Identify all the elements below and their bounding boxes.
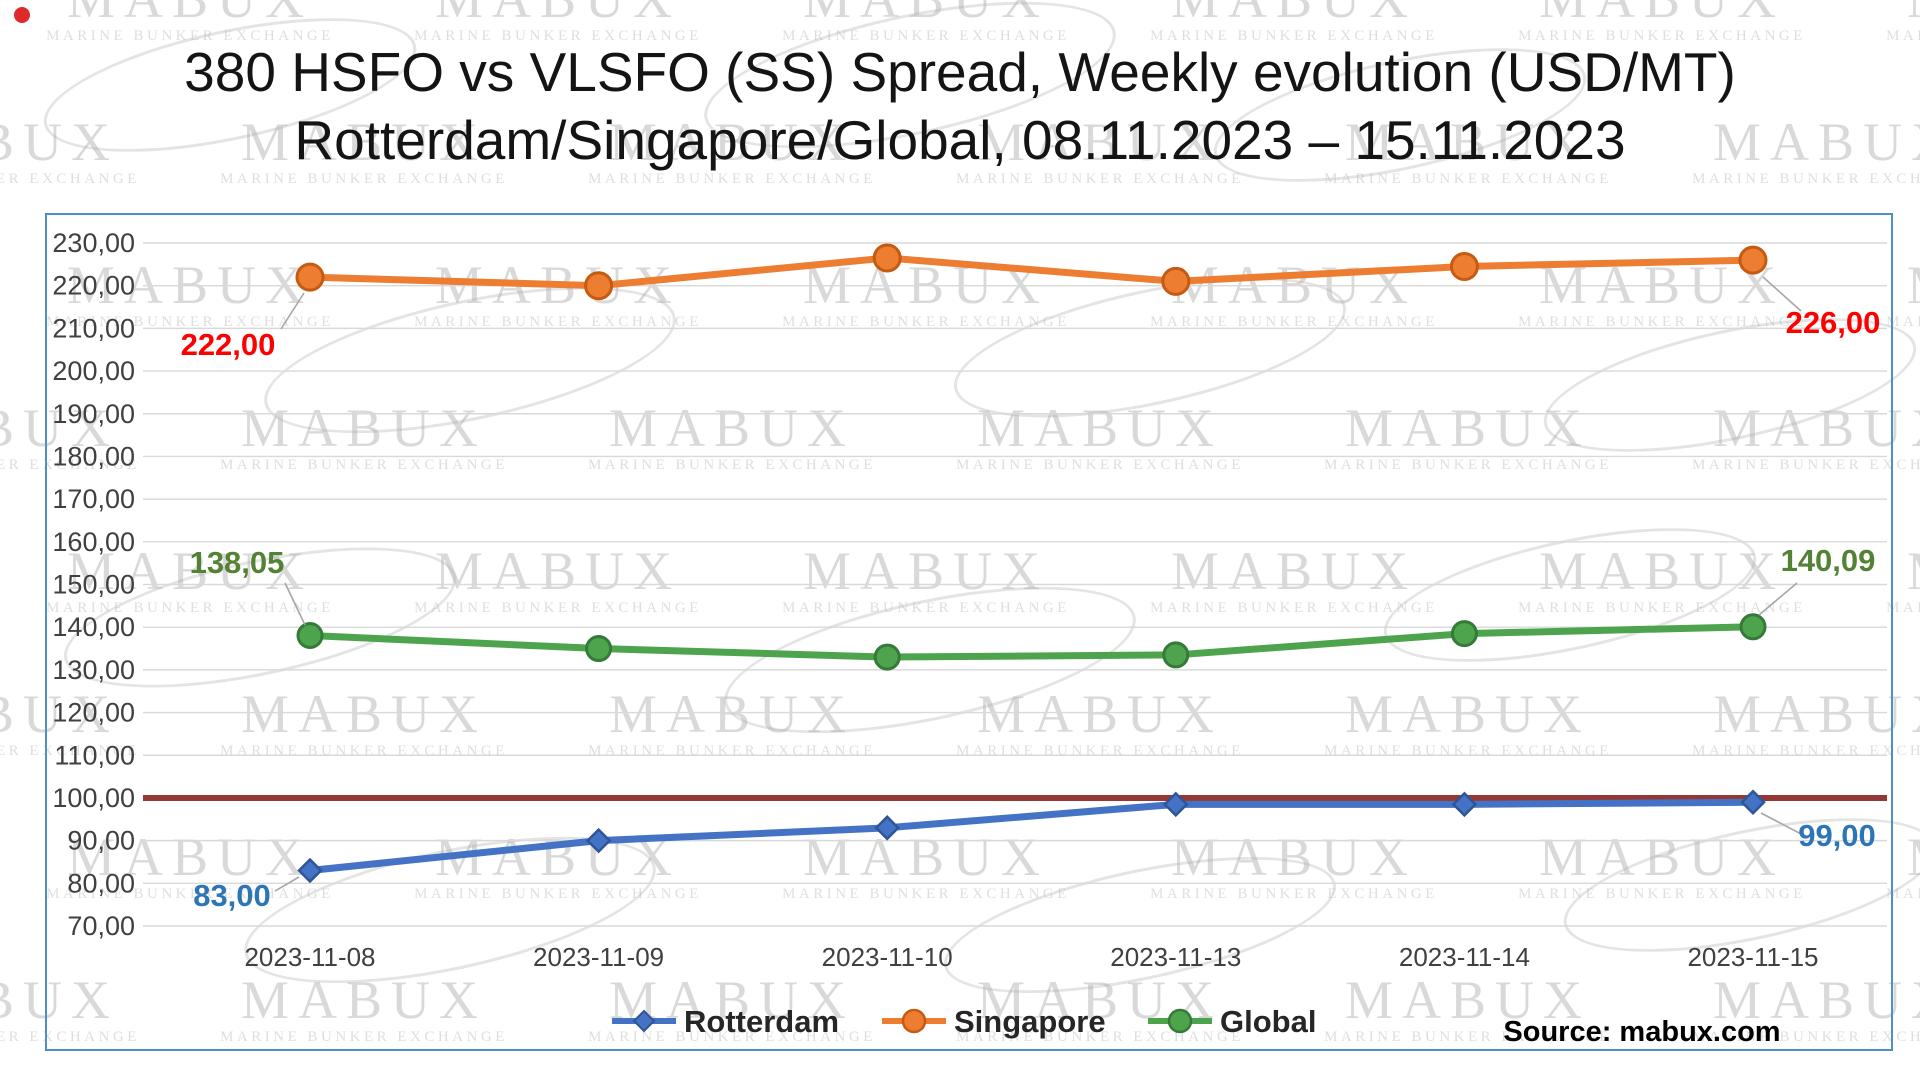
annotation-leader [1760,812,1804,836]
marker-singapore [1449,251,1479,281]
y-tick-label: 150,00 [52,570,135,600]
series-line-rotterdam [306,798,1757,875]
annotation-end-rotterdam: 99,00 [1798,818,1876,853]
y-tick-label: 130,00 [52,655,135,685]
source-text: Source: mabux.com [1503,1016,1781,1048]
y-tick-label: 170,00 [52,484,135,514]
y-tick-label: 70,00 [67,911,135,941]
watermark-brand: MABUX [0,258,2,312]
legend-label-global: Global [1220,1004,1316,1039]
y-tick-label: 140,00 [52,612,135,642]
y-tick-label: 220,00 [52,271,135,301]
marker-global [873,643,901,671]
legend-marker-rotterdam [632,1009,656,1033]
watermark-brand: MABUX [0,544,2,598]
legend-item-global: Global [1148,1004,1316,1039]
x-tick-label: 2023-11-15 [1687,942,1818,972]
y-tick-label: 200,00 [52,356,135,386]
marker-rotterdam [585,827,612,854]
annotation-start-global: 138,05 [190,545,285,580]
y-tick-label: 190,00 [52,399,135,429]
marker-global [1739,613,1767,641]
marker-rotterdam [874,815,900,841]
legend-marker-singapore [901,1008,927,1034]
watermark-tagline: MARINE BUNKER EXCHANGE [0,600,2,617]
watermark-brand: MABUX [1850,0,1920,26]
annotation-leader [280,292,305,330]
annotation-start-rotterdam: 83,00 [193,878,271,913]
watermark-brand: MABUX [0,0,2,26]
marker-singapore [872,243,902,273]
series-line-global [306,623,1757,661]
y-tick-label: 80,00 [67,868,135,898]
marker-rotterdam [1451,791,1478,818]
marker-singapore [1161,266,1191,296]
x-tick-label: 2023-11-13 [1110,942,1241,972]
legend-label-singapore: Singapore [954,1004,1106,1039]
x-tick-label: 2023-11-09 [533,942,664,972]
legend-marker-global [1167,1008,1193,1034]
window-control-artifact [14,7,30,23]
chart-title: 380 HSFO vs VLSFO (SS) Spread, Weekly ev… [0,38,1920,174]
marker-singapore [1738,245,1768,275]
marker-rotterdam [297,857,323,884]
annotation-start-singapore: 222,00 [181,327,276,362]
legend-label-rotterdam: Rotterdam [684,1004,839,1039]
watermark-tagline: MARINE BUNKER EXCHANGE [0,314,2,331]
y-tick-label: 230,00 [52,228,135,258]
x-tick-label: 2023-11-14 [1399,942,1530,972]
marker-singapore [295,262,325,292]
legend-item-rotterdam: Rotterdam [612,1004,839,1039]
watermark: MABUX MARINE BUNKER EXCHANGE [0,544,2,617]
annotation-leader [274,876,300,892]
marker-global [1450,620,1478,648]
marker-rotterdam [1740,789,1766,815]
annotation-leader [284,582,306,626]
watermark: MABUX MARINE BUNKER EXCHANGE [0,258,2,331]
y-tick-label: 180,00 [52,441,135,471]
marker-singapore [584,271,614,301]
watermark-brand: MABUX [10,0,370,26]
marker-rotterdam [1163,791,1189,818]
y-tick-label: 160,00 [52,527,135,557]
chart-title-line1: 380 HSFO vs VLSFO (SS) Spread, Weekly ev… [184,41,1736,103]
x-tick-label: 2023-11-10 [822,942,953,972]
chart-container: 70,00 80,00 90,00 100,00 110,00 120,00 130,00 1… [45,213,1893,1051]
line-chart: 70,00 80,00 90,00 100,00 110,00 120,00 130,00 1… [52,228,1887,1039]
series-line-singapore [306,254,1757,290]
y-tick-label: 100,00 [52,783,135,813]
watermark-brand: MABUX [0,830,2,884]
watermark-tagline: MARINE BUNKER EXCHANGE [0,886,2,903]
watermark-brand: MABUX [378,0,738,26]
chart-title-line2: Rotterdam/Singapore/Global, 08.11.2023 –… [294,109,1626,172]
watermark: MABUX MARINE BUNKER EXCHANGE [0,830,2,903]
y-tick-label: 90,00 [67,826,135,856]
annotation-end-global: 140,09 [1781,543,1876,578]
y-tick-label: 210,00 [52,313,135,343]
watermark-brand: MABUX [1114,0,1474,26]
annotation-leader [1758,582,1798,616]
marker-global [296,622,324,650]
legend-item-singapore: Singapore [882,1004,1106,1039]
x-tick-label: 2023-11-08 [244,942,375,972]
marker-global [1162,641,1190,669]
annotation-leader [1762,276,1802,312]
watermark-brand: MABUX [1482,0,1842,26]
annotation-end-singapore: 226,00 [1786,305,1881,340]
y-tick-label: 120,00 [52,698,135,728]
marker-global [585,635,613,663]
watermark-brand: MABUX [746,0,1106,26]
y-tick-label: 110,00 [54,740,135,770]
